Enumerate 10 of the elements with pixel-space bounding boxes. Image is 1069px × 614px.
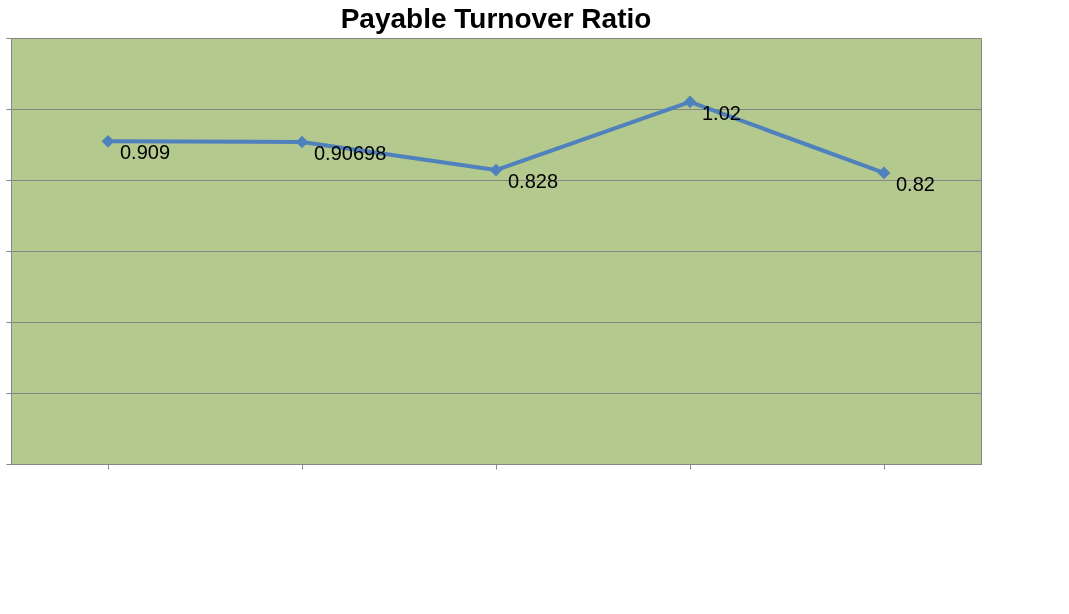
point: [683, 95, 697, 109]
data-label: 0.828: [508, 170, 559, 193]
data-label: 1.02: [702, 101, 741, 124]
data-label: 0.90698: [314, 142, 387, 165]
point: [101, 134, 115, 148]
chart-title: Payable Turnover Ratio: [340, 2, 652, 34]
data-label: 0.909: [120, 141, 171, 164]
point: [877, 166, 891, 180]
data-label: 0.82: [896, 172, 935, 195]
point: [489, 163, 503, 177]
